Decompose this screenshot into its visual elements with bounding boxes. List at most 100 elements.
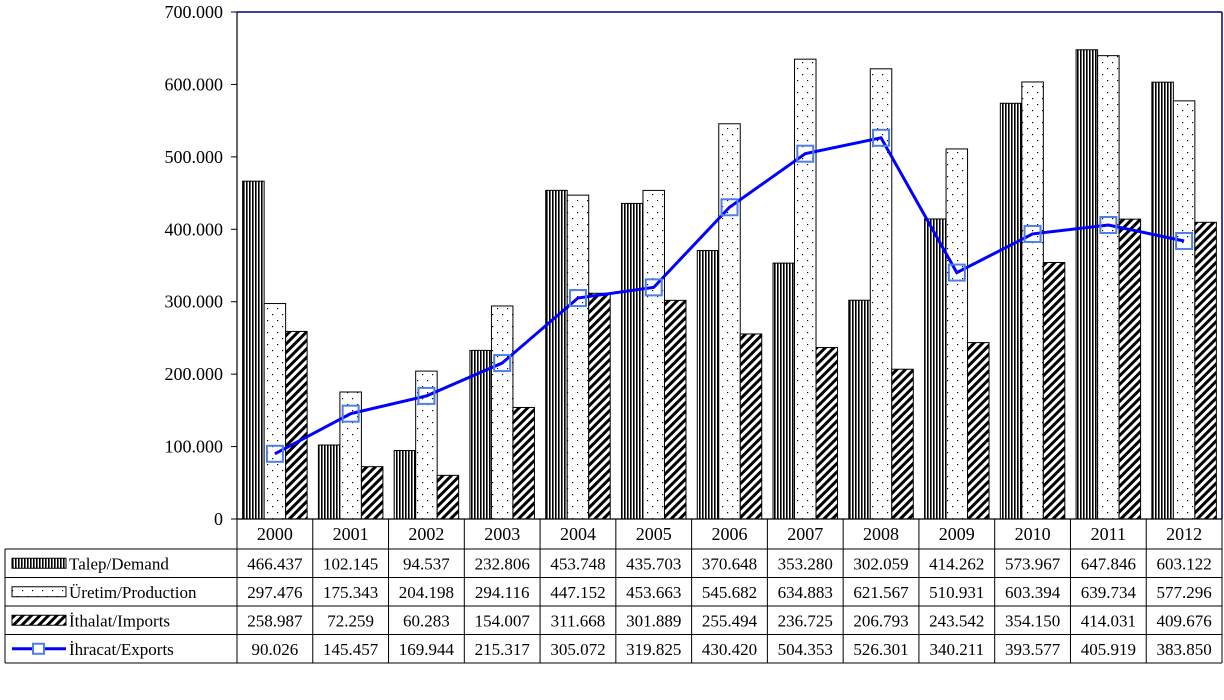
legend-label: İthalat/Imports <box>69 611 170 630</box>
data-label: 466.437 <box>247 554 303 573</box>
bar-dots <box>642 189 665 520</box>
data-label: 510.931 <box>929 583 984 602</box>
bar-diagonal-hatch <box>512 406 535 520</box>
y-tick-label: 500.000 <box>165 147 224 167</box>
bar-dots <box>1172 100 1196 520</box>
x-tick-label: 2000 <box>257 524 293 544</box>
data-label: 301.889 <box>626 611 681 630</box>
y-tick-label: 600.000 <box>165 74 224 94</box>
exports-point <box>493 354 512 373</box>
data-label: 206.793 <box>853 611 908 630</box>
exports-point <box>1175 231 1194 250</box>
bar-vertical-stripes <box>393 450 417 520</box>
exports-point <box>872 128 891 147</box>
bar-vertical-stripes <box>1151 81 1174 520</box>
data-label: 215.317 <box>475 640 531 659</box>
exports-line <box>274 136 1185 456</box>
legend-swatch-marker <box>32 642 45 655</box>
data-label: 577.296 <box>1156 583 1211 602</box>
data-label: 405.919 <box>1081 640 1136 659</box>
x-tick-label: 2009 <box>939 524 975 544</box>
bar-vertical-stripes <box>848 299 871 520</box>
y-tick-label: 400.000 <box>165 219 224 239</box>
y-tick-label: 200.000 <box>165 364 224 384</box>
data-label: 383.850 <box>1156 640 1211 659</box>
bar-dots <box>718 123 741 520</box>
bar-diagonal-hatch <box>967 342 990 520</box>
data-label: 647.846 <box>1081 554 1136 573</box>
data-label: 504.353 <box>778 640 833 659</box>
exports-point <box>947 263 966 282</box>
data-label: 526.301 <box>853 640 908 659</box>
bar-vertical-stripes <box>696 250 720 520</box>
data-label: 302.059 <box>853 554 908 573</box>
data-label: 60.283 <box>403 611 450 630</box>
bar-dots <box>794 58 817 520</box>
bar-vertical-stripes <box>772 262 796 520</box>
y-tick-label: 700.000 <box>165 2 224 22</box>
bar-diagonal-hatch <box>663 299 687 520</box>
x-tick-label: 2003 <box>484 524 520 544</box>
bar-diagonal-hatch <box>436 474 460 520</box>
bar-diagonal-hatch <box>1118 218 1142 520</box>
x-tick-label: 2010 <box>1015 524 1051 544</box>
exports-point <box>568 289 587 308</box>
data-label: 102.145 <box>323 554 378 573</box>
y-axis: 0 100.000 200.000 300.000 400.000 500.000 600.… <box>165 2 238 529</box>
data-table: 2000 2001 2002 2003 2004 2005 2006 2007 2008 2009… <box>4 518 1223 664</box>
data-label: 639.734 <box>1081 583 1137 602</box>
data-label: 236.725 <box>778 611 833 630</box>
data-label: 340.211 <box>929 640 984 659</box>
y-tick-label: 300.000 <box>165 292 224 312</box>
bar-dots <box>490 305 514 520</box>
bar-vertical-stripes <box>317 444 341 520</box>
bar-dots <box>945 148 969 520</box>
data-label: 154.007 <box>475 611 531 630</box>
data-label: 243.542 <box>929 611 984 630</box>
data-label: 305.072 <box>550 640 605 659</box>
exports-point <box>796 144 815 163</box>
bar-vertical-stripes <box>545 189 568 520</box>
legend-swatch-diagonal-hatch <box>11 614 67 626</box>
x-tick-label: 2007 <box>787 524 823 544</box>
data-label: 353.280 <box>778 554 833 573</box>
bar-diagonal-hatch <box>360 466 384 520</box>
data-label: 393.577 <box>1005 640 1061 659</box>
x-tick-label: 2012 <box>1166 524 1202 544</box>
x-tick-label: 2005 <box>636 524 672 544</box>
data-label: 90.026 <box>252 640 299 659</box>
exports-point <box>265 444 284 463</box>
data-label: 409.676 <box>1156 611 1211 630</box>
bar-dots <box>1021 81 1044 520</box>
data-label: 94.537 <box>403 554 450 573</box>
legend-label: İhracat/Exports <box>69 640 174 659</box>
exports-point <box>341 404 360 423</box>
data-label: 603.394 <box>1005 583 1061 602</box>
data-label: 255.494 <box>702 611 758 630</box>
data-label: 453.663 <box>626 583 681 602</box>
bar-vertical-stripes <box>1075 49 1099 520</box>
bar-diagonal-hatch <box>285 330 308 520</box>
exports-point <box>1023 224 1042 243</box>
data-label: 447.152 <box>550 583 605 602</box>
data-label: 175.343 <box>323 583 378 602</box>
data-label: 258.987 <box>247 611 303 630</box>
data-label: 414.031 <box>1081 611 1136 630</box>
bar-diagonal-hatch <box>1194 221 1217 520</box>
data-label: 319.825 <box>626 640 681 659</box>
legend-label: Üretim/Production <box>69 583 197 602</box>
bar-dots <box>1097 55 1120 520</box>
exports-point <box>1099 215 1118 234</box>
data-label: 145.457 <box>323 640 379 659</box>
bar-diagonal-hatch <box>739 333 763 520</box>
bar-dots <box>566 194 590 520</box>
bars-layer <box>242 49 1217 520</box>
x-tick-label: 2002 <box>408 524 444 544</box>
bar-vertical-stripes <box>620 202 644 520</box>
data-label: 72.259 <box>327 611 374 630</box>
data-label: 573.967 <box>1005 554 1061 573</box>
x-tick-label: 2001 <box>333 524 369 544</box>
data-label: 435.703 <box>626 554 681 573</box>
